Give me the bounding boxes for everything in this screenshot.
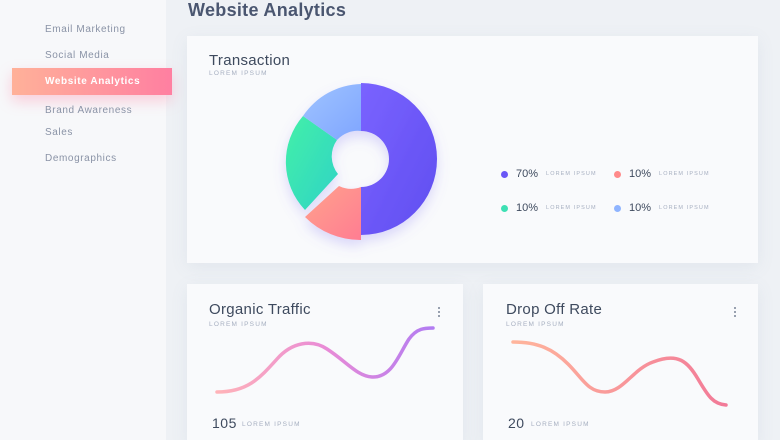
card-title: Organic Traffic [209,301,311,318]
card-title: Transaction [209,52,291,69]
legend-percent: 70% [516,168,539,180]
more-vertical-icon[interactable] [730,305,740,319]
donut-slice-green [285,116,338,210]
page-title: Website Analytics [188,0,347,20]
donut-slice-purple [361,83,437,235]
legend-label: LOREM IPSUM [546,171,597,177]
sidebar-item-website-analytics[interactable]: Website Analytics [12,68,172,95]
organic-traffic-sparkline [215,326,435,394]
organic-traffic-card: Organic Traffic LOREM IPSUM 105 LOREM IP… [187,284,463,440]
sidebar-item-sales[interactable]: Sales [45,127,74,138]
legend-percent: 10% [629,202,652,214]
legend-item: 10% LOREM IPSUM [501,202,597,214]
legend-dot [614,170,621,178]
legend-percent: 10% [516,202,539,214]
donut-chart [285,83,437,241]
more-vertical-icon[interactable] [434,305,444,319]
card-subtitle: LOREM IPSUM [506,321,565,328]
legend-percent: 10% [629,168,652,180]
legend-dot [614,204,621,212]
drop-off-rate-value: 20 [508,415,525,431]
drop-off-rate-line [511,340,728,407]
sidebar: Email Marketing Social Media Website Ana… [0,0,172,440]
legend-item: 10% LOREM IPSUM [614,168,710,180]
drop-off-rate-card: Drop Off Rate LOREM IPSUM 20 LOREM IPSUM [483,284,758,440]
donut-slice-pink [305,186,361,241]
legend-item: 70% LOREM IPSUM [501,168,597,180]
legend-label: LOREM IPSUM [659,171,710,177]
legend-item: 10% LOREM IPSUM [614,202,710,214]
organic-traffic-line [215,326,435,394]
sidebar-item-demographics[interactable]: Demographics [45,153,117,164]
drop-off-rate-label: LOREM IPSUM [531,421,590,428]
donut-slice-blue [303,84,361,140]
transaction-card: Transaction LOREM IPSUM [187,36,758,263]
drop-off-rate-sparkline [511,340,728,407]
card-subtitle: LOREM IPSUM [209,70,268,77]
legend-label: LOREM IPSUM [546,205,597,211]
organic-traffic-value: 105 [212,415,237,431]
legend-label: LOREM IPSUM [659,205,710,211]
sidebar-item-brand-awareness[interactable]: Brand Awareness [45,105,133,116]
card-title: Drop Off Rate [506,301,603,318]
legend-dot [501,170,508,178]
legend-dot [501,204,508,212]
sidebar-item-email-marketing[interactable]: Email Marketing [45,24,126,35]
card-subtitle: LOREM IPSUM [209,321,268,328]
sidebar-item-social-media[interactable]: Social Media [45,50,110,61]
organic-traffic-label: LOREM IPSUM [242,421,301,428]
